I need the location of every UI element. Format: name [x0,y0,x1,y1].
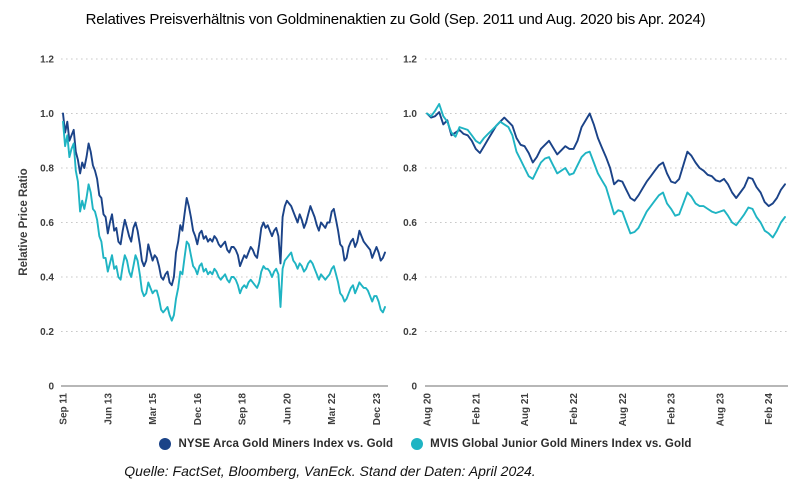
gdxj-series-marker-icon [411,438,424,450]
svg-text:0: 0 [411,382,417,393]
svg-text:Sep 11: Sep 11 [59,393,70,425]
left-line-chart: 0 0.2 0.4 0.6 0.8 1.0 1.2 Sep 11 Jun 13 Mar 15 Dec… [18,55,388,426]
legend-item-gdxj: MVIS Global Junior Gold Miners Index vs.… [411,438,691,450]
svg-text:Aug 20: Aug 20 [423,393,434,427]
gdx-series-label: NYSE Arca Gold Miners Index vs. Gold [178,438,394,450]
svg-text:0.4: 0.4 [403,273,417,284]
figure-title: Relatives Preisverhältnis von Goldminena… [85,11,706,28]
svg-text:Mar 15: Mar 15 [148,393,159,425]
svg-text:Dec 16: Dec 16 [193,393,204,426]
svg-text:0: 0 [48,382,54,393]
svg-text:Dec 23: Dec 23 [372,393,383,426]
svg-text:0.4: 0.4 [40,273,54,284]
legend: NYSE Arca Gold Miners Index vs. Gold MVI… [30,438,791,450]
svg-text:Aug 21: Aug 21 [520,393,531,427]
svg-text:Jun 13: Jun 13 [103,393,114,425]
svg-text:0.8: 0.8 [403,164,417,175]
svg-text:1.0: 1.0 [403,109,417,120]
gdx-series-marker-icon [159,438,172,450]
svg-text:Feb 22: Feb 22 [569,393,580,425]
svg-text:Sep 18: Sep 18 [238,393,249,426]
svg-text:0.2: 0.2 [403,327,417,338]
svg-text:Jun 20: Jun 20 [282,393,293,425]
svg-text:1.0: 1.0 [40,109,54,120]
svg-text:Aug 22: Aug 22 [618,393,629,427]
svg-text:0.6: 0.6 [403,218,417,229]
source-note: Quelle: FactSet, Bloomberg, VanEck. Stan… [124,463,536,479]
svg-text:0.6: 0.6 [40,218,54,229]
svg-text:Feb 24: Feb 24 [764,393,775,425]
svg-text:Relative Price Ratio: Relative Price Ratio [18,168,30,275]
svg-text:1.2: 1.2 [403,55,417,66]
svg-text:Feb 21: Feb 21 [471,393,482,425]
svg-text:Aug 23: Aug 23 [715,393,726,427]
svg-text:1.2: 1.2 [40,55,54,66]
right-line-chart: 0 0.2 0.4 0.6 0.8 1.0 1.2 Aug 20 Feb 21 Aug 21 Feb… [403,55,788,427]
legend-item-gdx: NYSE Arca Gold Miners Index vs. Gold [159,438,393,450]
svg-text:0.8: 0.8 [40,164,54,175]
svg-text:0.2: 0.2 [40,327,54,338]
svg-text:Feb 23: Feb 23 [667,393,678,425]
gdxj-series-label: MVIS Global Junior Gold Miners Index vs.… [430,438,692,450]
svg-text:Mar 22: Mar 22 [327,393,338,425]
